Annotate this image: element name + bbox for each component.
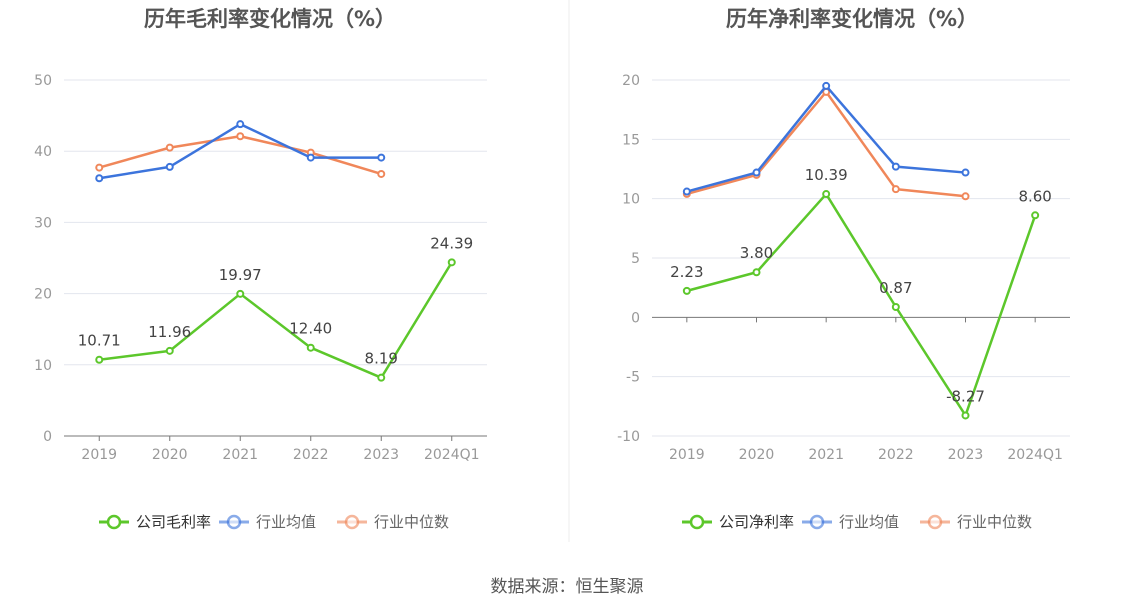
y-tick-label: -5 — [626, 370, 640, 386]
gross-margin-chart: 历年毛利率变化情况（%） 0 10 20 30 40 50 2019 2020 2021 2022 2… — [34, 7, 487, 531]
data-point-median — [891, 185, 900, 194]
data-point-company — [165, 346, 174, 355]
legend-label-median: 行业中位数 — [957, 513, 1032, 531]
data-point-median — [165, 143, 174, 152]
data-point-company — [1031, 211, 1040, 220]
data-point-avg — [682, 187, 691, 196]
data-label: 24.39 — [430, 234, 473, 252]
legend-marker-company — [689, 514, 705, 530]
data-label: 8.19 — [365, 350, 398, 368]
data-label: 3.80 — [740, 244, 773, 262]
data-label: 19.97 — [219, 266, 262, 284]
data-point-company — [447, 258, 456, 267]
legend-label-company: 公司净利率 — [719, 513, 794, 531]
series-line-median — [98, 134, 382, 176]
y-tick-label: 5 — [631, 251, 640, 267]
data-point-avg — [752, 168, 761, 177]
y-tick-label: 30 — [34, 215, 52, 231]
y-tick-label: 0 — [43, 429, 52, 445]
data-label: 2.23 — [670, 263, 703, 281]
data-label: 10.39 — [805, 166, 848, 184]
data-point-median — [95, 163, 104, 172]
x-tick-label: 2023 — [363, 447, 399, 463]
x-tick-label: 2021 — [222, 447, 258, 463]
x-tick-label: 2023 — [948, 447, 984, 463]
legend-marker-avg — [226, 514, 242, 530]
legend-marker-median — [344, 514, 360, 530]
legend-marker-company — [106, 514, 122, 530]
y-tick-label: 15 — [622, 132, 640, 148]
y-tick-label: 20 — [34, 287, 52, 303]
data-point-avg — [306, 153, 315, 162]
data-point-median — [377, 169, 386, 178]
legend-label-company: 公司毛利率 — [136, 513, 211, 531]
data-point-avg — [236, 120, 245, 129]
data-point-company — [891, 303, 900, 312]
data-label: -8.27 — [946, 387, 985, 405]
data-point-median — [961, 192, 970, 201]
data-point-median — [236, 132, 245, 141]
y-tick-label: 10 — [622, 192, 640, 208]
data-point-avg — [165, 162, 174, 171]
y-tick-label: 0 — [631, 310, 640, 326]
y-tick-label: 10 — [34, 358, 52, 374]
legend-marker-median — [927, 514, 943, 530]
data-point-company — [306, 343, 315, 352]
data-point-avg — [95, 174, 104, 183]
data-label: 12.40 — [289, 320, 332, 338]
data-point-company — [822, 190, 831, 199]
data-source-note: 数据来源：恒生聚源 — [490, 577, 644, 597]
legend-label-avg: 行业均值 — [256, 513, 316, 531]
legend-label-avg: 行业均值 — [839, 513, 899, 531]
data-point-avg — [377, 153, 386, 162]
x-tick-label: 2024Q1 — [1007, 447, 1063, 463]
x-tick-label: 2020 — [152, 447, 188, 463]
x-tick-label: 2019 — [81, 447, 117, 463]
legend-marker-avg — [809, 514, 825, 530]
data-point-company — [961, 411, 970, 420]
series-line-company — [686, 192, 1037, 417]
data-label: 11.96 — [148, 323, 191, 341]
legend-label-median: 行业中位数 — [374, 513, 449, 531]
y-tick-label: 50 — [34, 73, 52, 89]
net-margin-chart: 历年净利率变化情况（%） -10 -5 0 5 10 15 20 2019 2020 2021 202… — [617, 7, 1070, 531]
data-point-company — [95, 355, 104, 364]
data-label: 0.87 — [879, 279, 912, 297]
data-point-company — [377, 373, 386, 382]
data-point-avg — [822, 81, 831, 90]
chart-title: 历年毛利率变化情况（%） — [144, 7, 396, 31]
series-line-company — [99, 261, 453, 379]
x-tick-label: 2021 — [808, 447, 844, 463]
data-point-avg — [891, 162, 900, 171]
y-tick-label: 20 — [622, 73, 640, 89]
data-label: 8.60 — [1018, 187, 1051, 205]
data-point-avg — [961, 168, 970, 177]
y-tick-label: 40 — [34, 144, 52, 160]
data-point-company — [236, 289, 245, 298]
data-label: 10.71 — [78, 332, 121, 350]
x-tick-label: 2020 — [739, 447, 775, 463]
chart-title: 历年净利率变化情况（%） — [726, 7, 978, 31]
x-tick-label: 2024Q1 — [424, 447, 480, 463]
y-tick-label: -10 — [617, 429, 640, 445]
x-tick-label: 2022 — [293, 447, 329, 463]
data-point-company — [682, 286, 691, 295]
x-tick-label: 2019 — [669, 447, 705, 463]
data-point-company — [752, 268, 761, 277]
x-tick-label: 2022 — [878, 447, 914, 463]
